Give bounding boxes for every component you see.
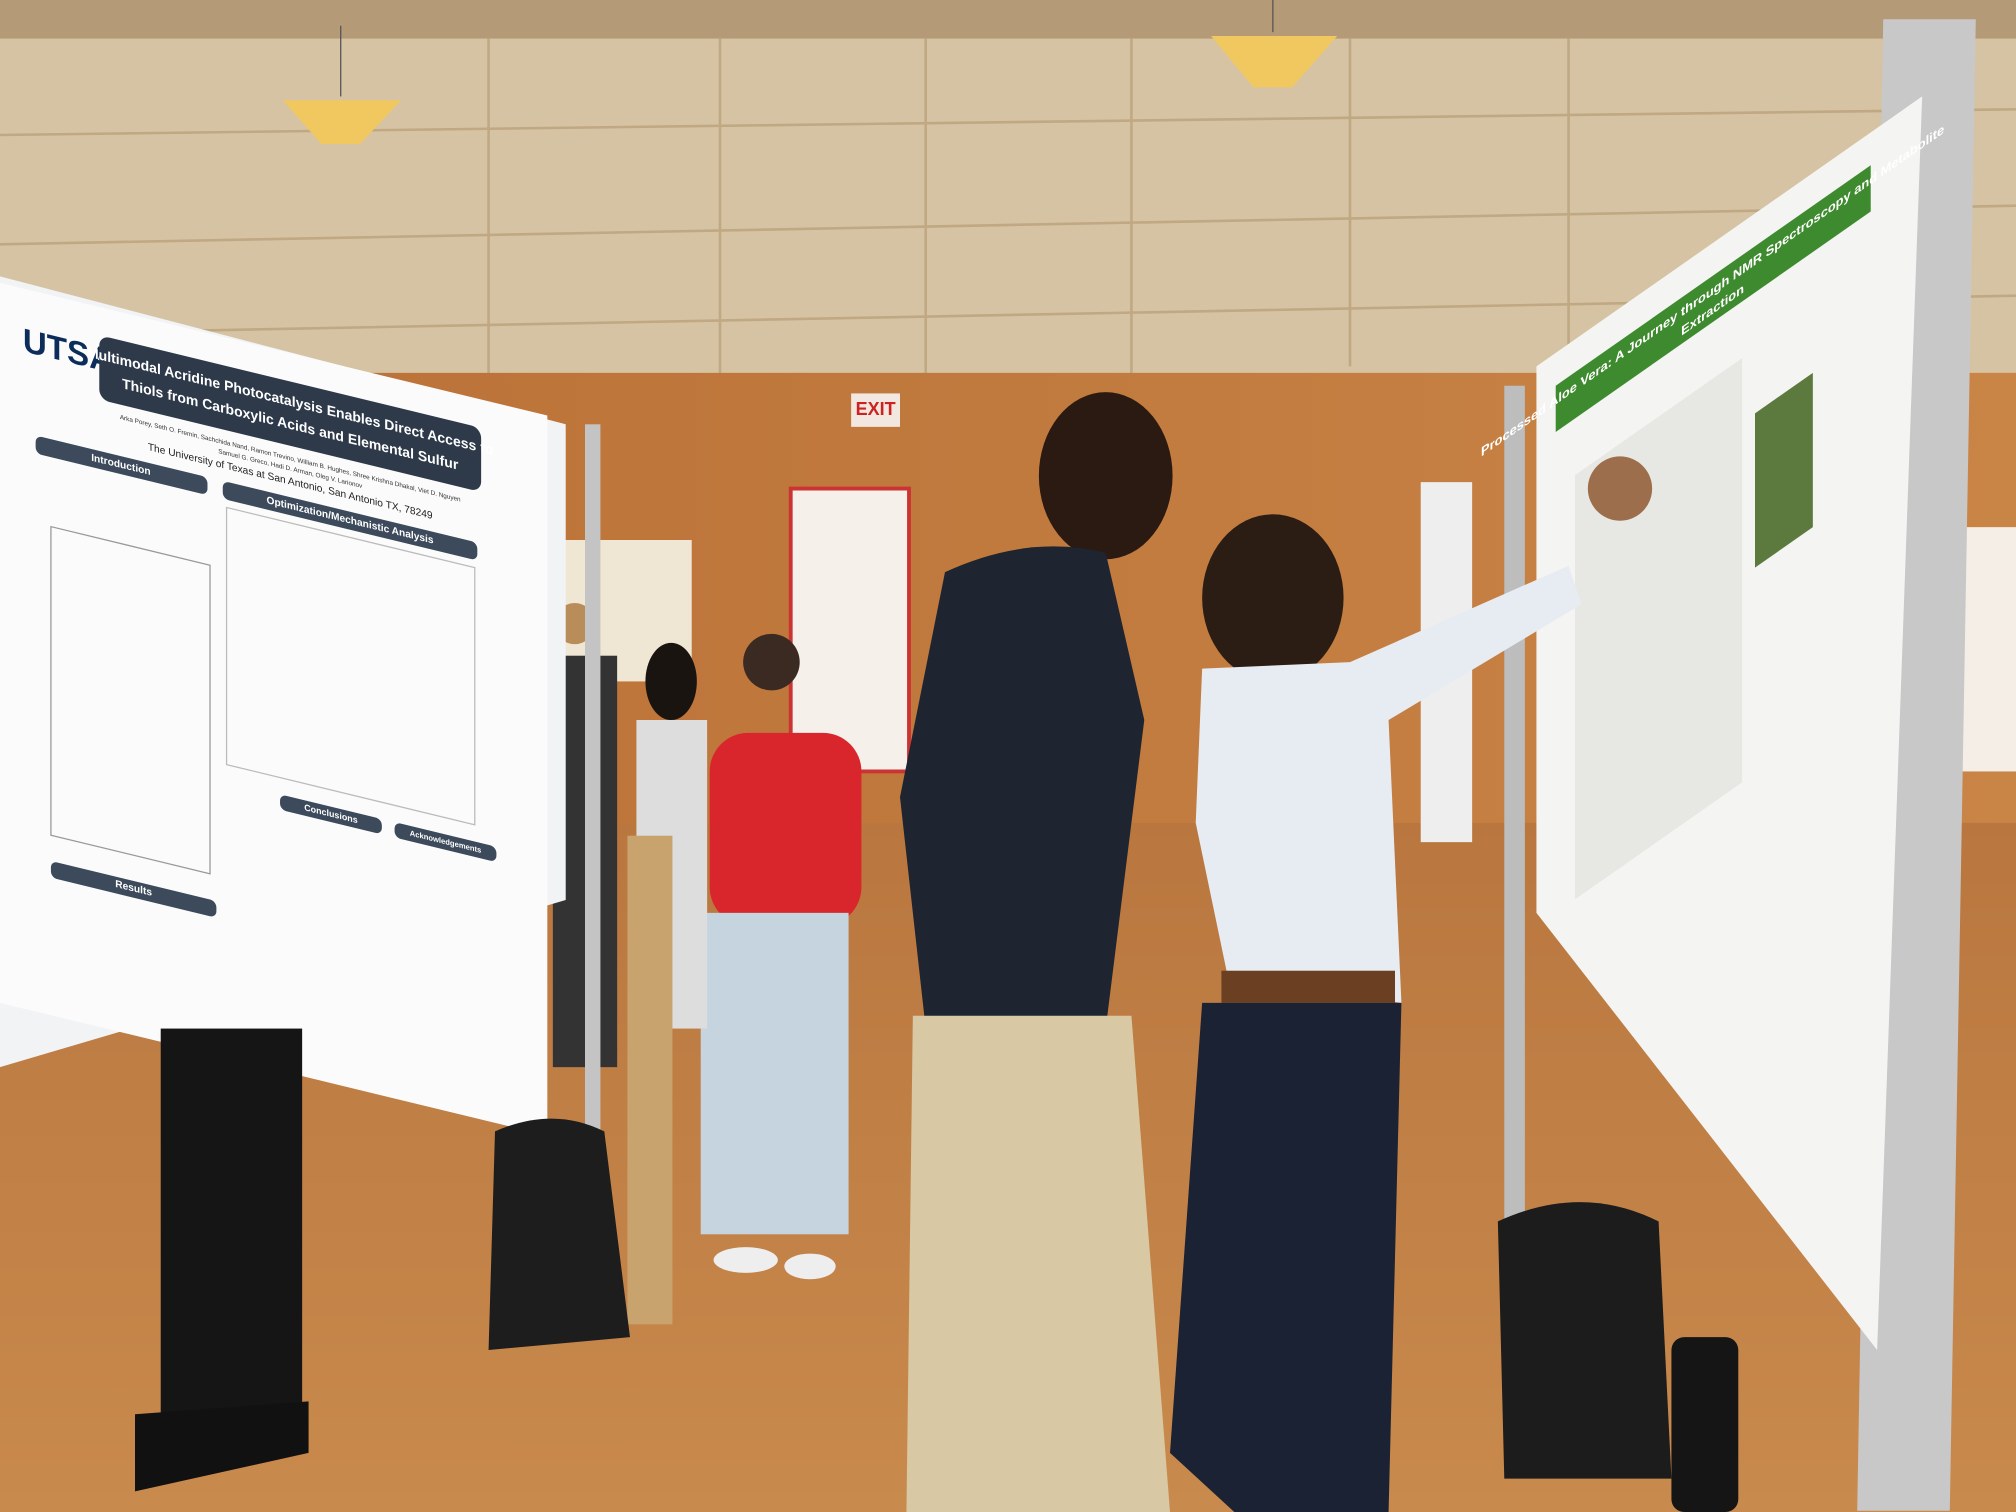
person	[135, 1028, 309, 1492]
lamp	[282, 25, 402, 144]
backpack	[488, 1118, 630, 1350]
exit-text: EXIT	[856, 399, 896, 419]
section-header	[222, 482, 478, 560]
poster-sheet	[0, 282, 548, 1136]
section-header	[394, 823, 497, 861]
bottle	[1671, 1337, 1739, 1512]
figure-box	[225, 506, 476, 826]
person	[1170, 456, 1653, 1512]
title-banner	[1555, 165, 1871, 432]
section-header	[35, 436, 208, 494]
poster-stand	[585, 424, 601, 1170]
person	[700, 633, 862, 1280]
backpack	[1497, 1202, 1672, 1479]
figure-box	[50, 525, 211, 875]
person	[900, 392, 1173, 1512]
background-poster	[788, 486, 911, 774]
section-header	[50, 862, 217, 917]
section-header	[280, 795, 382, 834]
poster-photo	[1755, 372, 1813, 568]
poster-tube	[627, 835, 673, 1325]
left-poster: UTSA Multimodal Acridine Photocatalysis …	[0, 282, 548, 1136]
exit-sign	[851, 393, 900, 427]
ceiling	[0, 0, 2016, 39]
title-banner	[99, 337, 482, 490]
lamp	[1211, 0, 1338, 88]
